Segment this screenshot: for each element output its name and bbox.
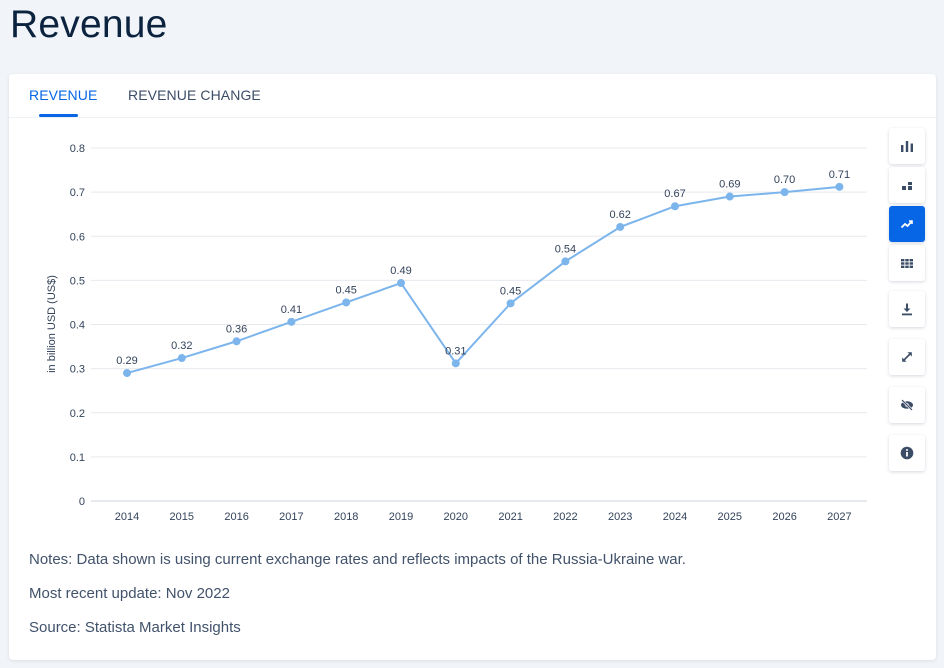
data-label: 0.62 <box>609 209 630 221</box>
fullscreen-button[interactable] <box>889 339 925 375</box>
data-label: 0.70 <box>774 174 795 186</box>
data-point[interactable] <box>725 192 734 201</box>
data-point[interactable] <box>616 222 625 231</box>
data-label: 0.69 <box>719 179 740 191</box>
data-point[interactable] <box>177 354 186 363</box>
data-point[interactable] <box>671 202 679 211</box>
x-tick-label: 2016 <box>224 511 248 523</box>
x-tick-label: 2018 <box>334 511 358 523</box>
bar-chart-button[interactable] <box>889 128 925 164</box>
data-point[interactable] <box>506 299 515 308</box>
x-tick-label: 2021 <box>498 511 522 523</box>
tab-revenue-change[interactable]: REVENUE CHANGE <box>128 87 261 103</box>
x-tick-label: 2023 <box>608 511 632 523</box>
x-tick-label: 2019 <box>389 511 413 523</box>
hide-icon <box>901 399 913 411</box>
data-point[interactable] <box>780 188 789 197</box>
y-tick-label: 0.7 <box>70 187 85 199</box>
info-icon <box>900 446 914 460</box>
data-point[interactable] <box>123 369 131 378</box>
update-note: Most recent update: Nov 2022 <box>29 585 230 602</box>
series-line <box>126 185 840 375</box>
y-tick-label: 0.3 <box>70 364 85 376</box>
x-tick-label: 2024 <box>663 511 687 523</box>
tab-revenue[interactable]: REVENUE <box>29 87 98 103</box>
data-label: 0.71 <box>829 169 850 181</box>
x-tick-label: 2020 <box>444 511 468 523</box>
data-label: 0.45 <box>335 284 356 296</box>
data-point[interactable] <box>835 182 844 191</box>
x-tick-label: 2027 <box>827 511 851 523</box>
x-tick-label: 2022 <box>553 511 577 523</box>
tab-bar: REVENUE REVENUE CHANGE <box>9 74 936 118</box>
y-tick-label: 0.5 <box>70 275 85 287</box>
data-label: 0.67 <box>664 188 685 200</box>
line-chart-icon <box>900 220 913 229</box>
fullscreen-icon <box>902 352 912 362</box>
data-label: 0.36 <box>226 323 247 335</box>
stacked-bar-icon <box>902 182 912 190</box>
chart-note: Notes: Data shown is using current excha… <box>29 551 686 568</box>
data-point[interactable] <box>342 298 351 307</box>
data-label: 0.32 <box>171 340 192 352</box>
x-tick-label: 2017 <box>279 511 303 523</box>
x-tick-label: 2025 <box>718 511 742 523</box>
data-label: 0.49 <box>390 265 411 277</box>
y-tick-label: 0.2 <box>70 408 85 420</box>
y-tick-label: 0.8 <box>70 143 85 155</box>
active-tab-indicator <box>39 114 78 117</box>
chart-card: REVENUE REVENUE CHANGE 0 0.1 0.2 0.3 0.4 0.5 0… <box>9 74 936 660</box>
stacked-bar-button[interactable] <box>889 167 925 203</box>
page-title: Revenue <box>10 3 168 46</box>
y-axis-title: in billion USD (US$) <box>46 275 58 373</box>
table-button[interactable] <box>889 245 925 281</box>
table-icon <box>901 259 913 268</box>
y-tick-label: 0 <box>79 496 85 508</box>
data-label: 0.41 <box>281 304 302 316</box>
x-tick-label: 2014 <box>115 511 139 523</box>
x-tick-label: 2015 <box>170 511 194 523</box>
data-point[interactable] <box>287 317 296 326</box>
data-point[interactable] <box>451 359 460 368</box>
data-point[interactable] <box>397 279 405 288</box>
y-tick-label: 0.6 <box>70 231 85 243</box>
data-label: 0.45 <box>500 285 521 297</box>
x-tick-label: 2026 <box>772 511 796 523</box>
line-chart-button[interactable] <box>889 206 925 242</box>
info-button[interactable] <box>889 435 925 471</box>
hide-button[interactable] <box>889 387 925 423</box>
y-tick-label: 0.1 <box>70 452 85 464</box>
download-icon <box>902 303 912 316</box>
line-chart: 0 0.1 0.2 0.3 0.4 0.5 0.6 0.7 0.8 2014 2015 2016 20… <box>46 143 867 523</box>
bar-chart-icon <box>901 141 913 152</box>
source-note: Source: Statista Market Insights <box>29 619 241 636</box>
y-tick-label: 0.4 <box>70 320 85 332</box>
data-point[interactable] <box>232 337 241 346</box>
data-label: 0.54 <box>555 243 576 255</box>
data-label: 0.29 <box>116 355 137 367</box>
data-point[interactable] <box>561 257 570 266</box>
data-label: 0.31 <box>445 345 466 357</box>
download-button[interactable] <box>889 291 925 327</box>
